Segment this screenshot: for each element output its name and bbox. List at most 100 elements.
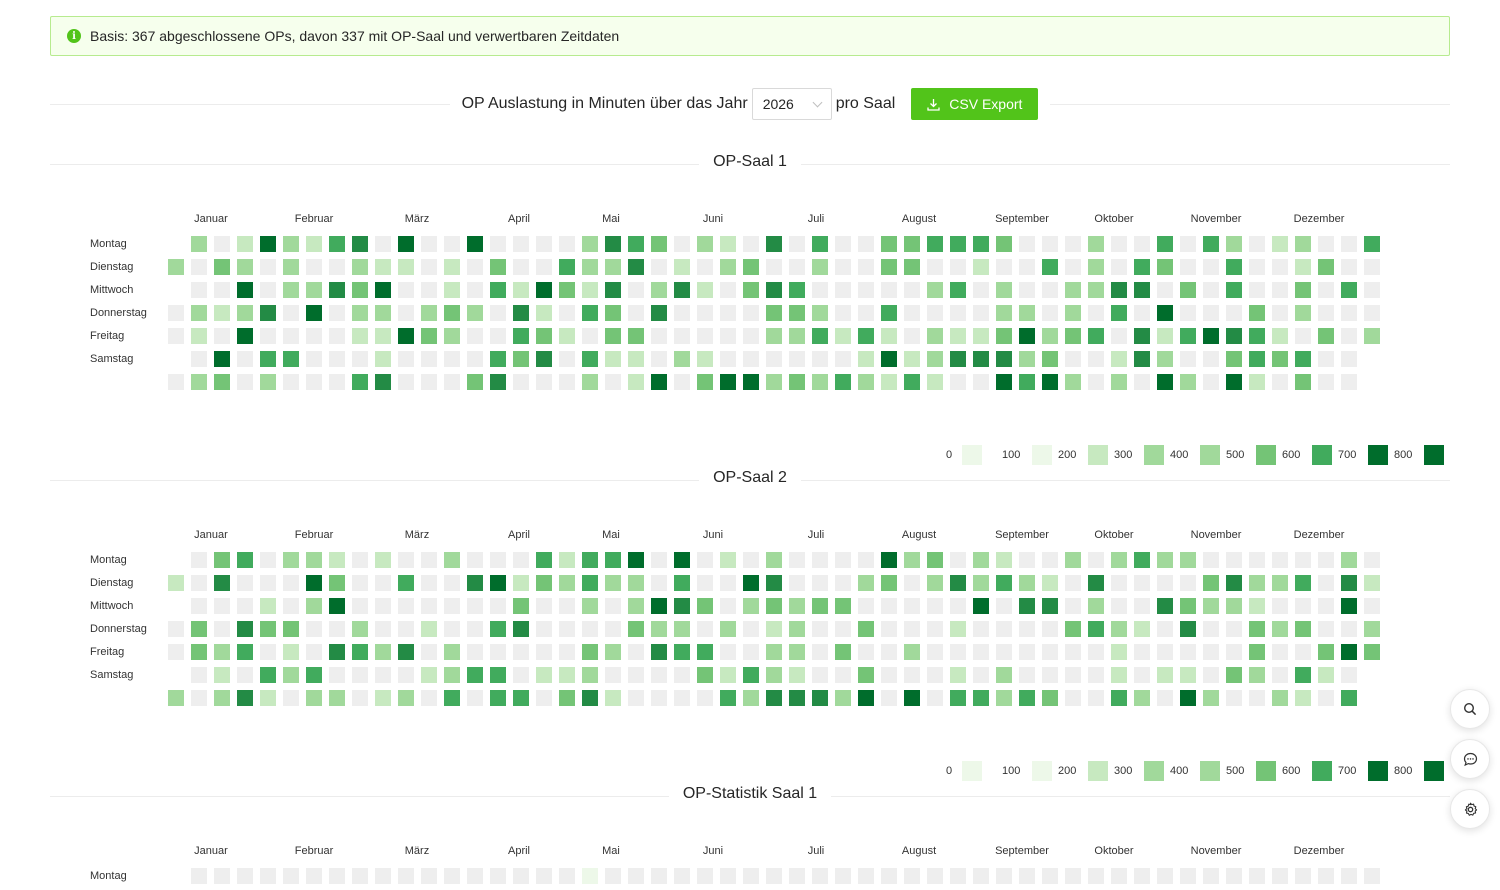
heatmap-cell	[996, 351, 1012, 367]
heatmap-cell	[789, 328, 805, 344]
month-label: April	[507, 529, 531, 541]
heatmap-cell	[421, 374, 437, 390]
heatmap-cell	[490, 374, 506, 390]
heatmap-cell	[697, 644, 713, 660]
heatmap-cell	[559, 328, 575, 344]
heatmap-cell	[996, 236, 1012, 252]
heatmap-cell	[1088, 305, 1104, 321]
heatmap-cell	[1203, 282, 1219, 298]
heatmap-cell	[329, 552, 345, 568]
heatmap-cell	[1042, 282, 1058, 298]
heatmap-cell	[1088, 667, 1104, 683]
heatmap-cell	[329, 575, 345, 591]
heatmap-cell	[628, 644, 644, 660]
heatmap-cell	[1203, 644, 1219, 660]
month-label: Mai	[602, 529, 620, 541]
download-icon	[927, 98, 940, 111]
heatmap-cell	[559, 621, 575, 637]
heatmap-cell	[1134, 351, 1150, 367]
heatmap-cell	[237, 575, 253, 591]
month-label: September	[995, 529, 1049, 541]
csv-export-button[interactable]: CSV Export	[911, 88, 1039, 120]
heatmap-cell	[1180, 374, 1196, 390]
heatmap-cell	[536, 690, 552, 706]
heatmap-cell	[674, 621, 690, 637]
page-title: OP Auslastung in Minuten über das Jahr	[461, 95, 748, 112]
heatmap-cell	[467, 621, 483, 637]
heatmap-cell	[996, 868, 1012, 884]
heatmap-cell	[1088, 259, 1104, 275]
heatmap-cell	[628, 259, 644, 275]
heatmap-cell	[1226, 236, 1242, 252]
heatmap-cell	[1226, 667, 1242, 683]
heatmap-cell	[1295, 644, 1311, 660]
heatmap-cell	[973, 259, 989, 275]
heatmap-cell	[674, 868, 690, 884]
month-label: Dezember	[1293, 529, 1345, 541]
legend-swatch	[1312, 761, 1332, 781]
month-label: Juli	[807, 845, 825, 857]
heatmap-cell	[352, 374, 368, 390]
heatmap-cell	[306, 374, 322, 390]
heatmap-cell	[1318, 282, 1334, 298]
heatmap-cell	[536, 351, 552, 367]
heatmap-cell	[375, 236, 391, 252]
heatmap-cell	[444, 305, 460, 321]
heatmap-cell	[1203, 374, 1219, 390]
heatmap-cell	[467, 598, 483, 614]
heatmap-cell	[605, 259, 621, 275]
heatmap-cell	[1341, 236, 1357, 252]
heatmap-cell	[766, 236, 782, 252]
heatmap-cell	[927, 328, 943, 344]
heatmap-cell	[1249, 328, 1265, 344]
heatmap-cell	[1111, 598, 1127, 614]
heatmap-cell	[375, 374, 391, 390]
heatmap-cell	[720, 305, 736, 321]
section-title-label: OP-Saal 2	[699, 469, 801, 486]
heatmap-cell	[237, 868, 253, 884]
heatmap-cell	[904, 282, 920, 298]
heatmap-cell	[1157, 552, 1173, 568]
heatmap-cell	[1318, 644, 1334, 660]
heatmap-cell	[1249, 282, 1265, 298]
heatmap-cell	[283, 644, 299, 660]
chat-button[interactable]	[1450, 739, 1490, 779]
heatmap-cell	[835, 259, 851, 275]
heatmap-cell	[812, 552, 828, 568]
legend-label: 200	[1058, 765, 1077, 777]
year-select[interactable]: 2026	[751, 88, 832, 120]
heatmap-cell	[559, 575, 575, 591]
heatmap-cell	[582, 282, 598, 298]
heatmap-cell	[1157, 328, 1173, 344]
heatmap-cell	[1065, 644, 1081, 660]
heatmap-cell	[605, 374, 621, 390]
heatmap-cell	[260, 374, 276, 390]
heatmap-cell	[214, 552, 230, 568]
heatmap-cell	[168, 305, 184, 321]
heatmap-cell	[1019, 282, 1035, 298]
heatmap-cell	[1272, 667, 1288, 683]
heatmap-cell	[214, 374, 230, 390]
divider	[1050, 104, 1450, 105]
heatmap-cell	[329, 868, 345, 884]
heatmap-cell	[628, 575, 644, 591]
heatmap-cell	[1364, 621, 1380, 637]
heatmap-cell	[306, 644, 322, 660]
heatmap-cell	[1203, 259, 1219, 275]
heatmap-cell	[1111, 575, 1127, 591]
heatmap-cell	[260, 328, 276, 344]
heatmap-cell	[904, 374, 920, 390]
heatmap-cell	[283, 259, 299, 275]
heatmap-cell	[1318, 552, 1334, 568]
month-label: Februar	[294, 529, 334, 541]
heatmap-cell	[1042, 644, 1058, 660]
heatmap-cell	[1249, 575, 1265, 591]
heatmap-cell	[1134, 644, 1150, 660]
heatmap-cell	[950, 598, 966, 614]
heatmap-cell	[191, 621, 207, 637]
heatmap-cell	[674, 374, 690, 390]
heatmap-cell	[1272, 621, 1288, 637]
search-button[interactable]	[1450, 689, 1490, 729]
settings-button[interactable]	[1450, 789, 1490, 829]
heatmap-cell	[513, 644, 529, 660]
